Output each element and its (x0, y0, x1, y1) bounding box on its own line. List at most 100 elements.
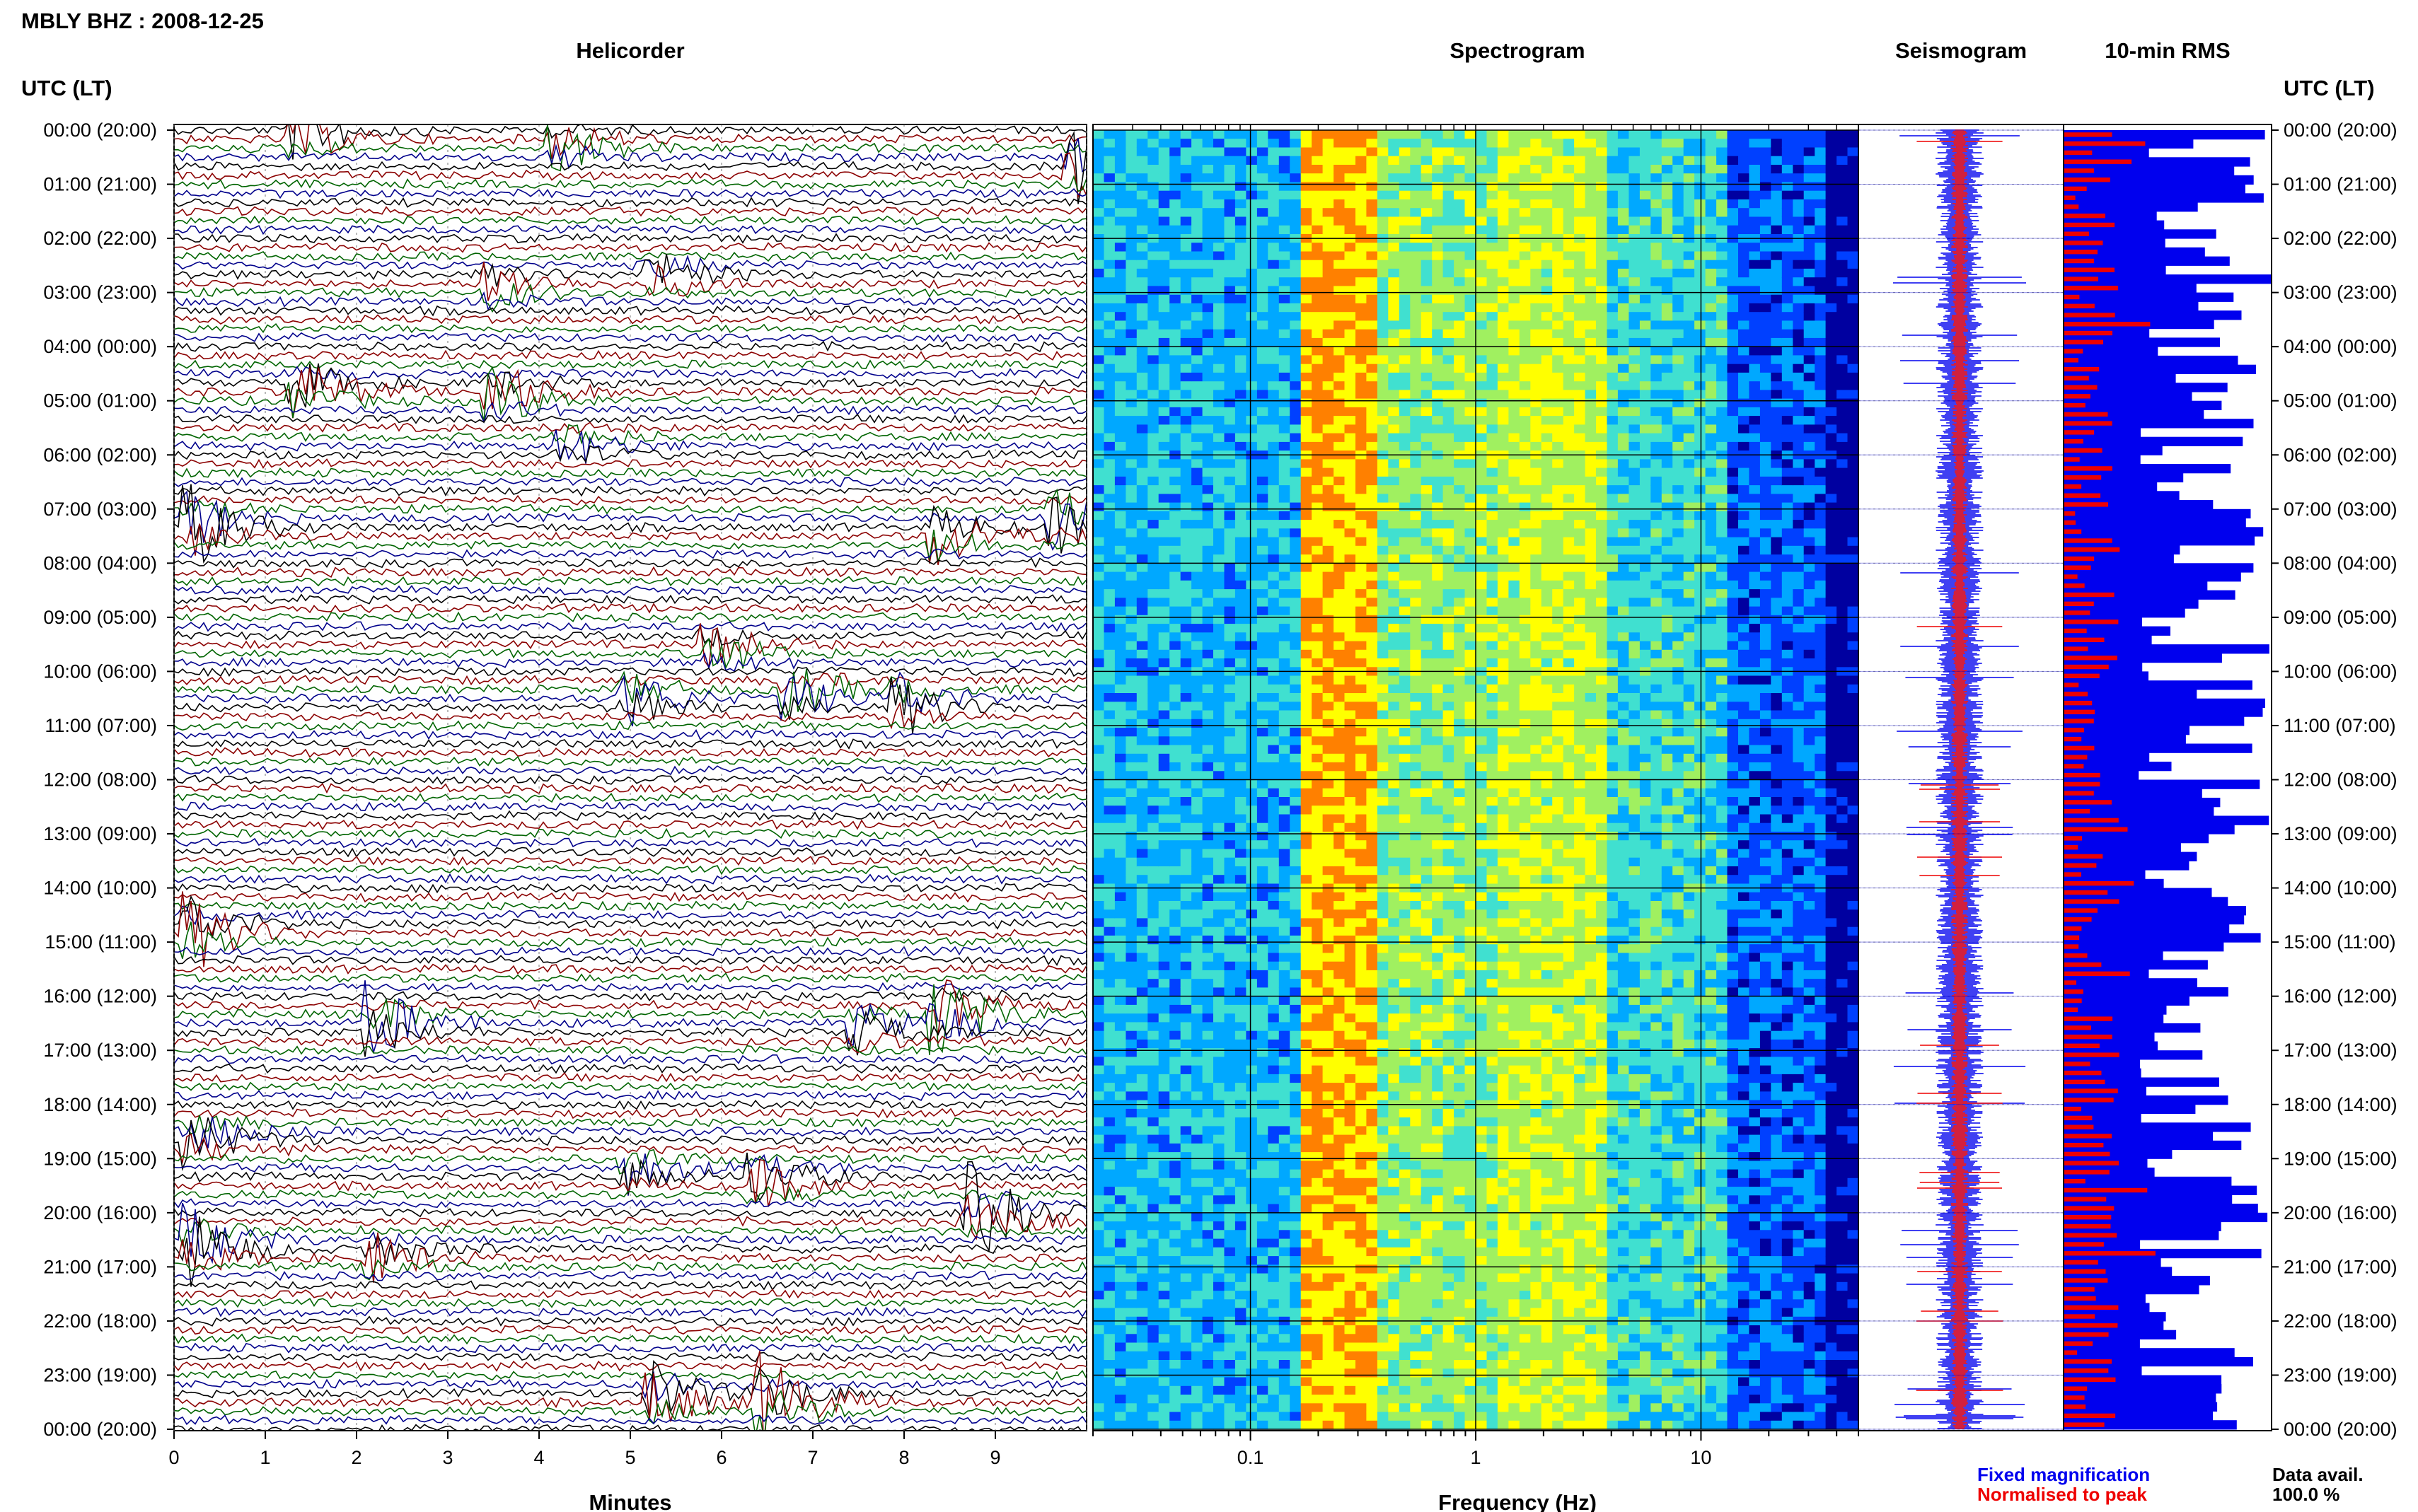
spectrogram-cell (1300, 987, 1312, 997)
spectrogram-cell (1421, 467, 1433, 477)
spectrogram-cell (1290, 337, 1302, 347)
spectrogram-cell (1158, 372, 1170, 382)
spectrogram-cell (1300, 728, 1312, 737)
spectrogram-cell (1246, 441, 1258, 451)
spectrogram-cell (1202, 545, 1214, 555)
spectrogram-cell (1093, 1221, 1105, 1231)
spectrogram-cell (1432, 1057, 1444, 1066)
spectrogram-cell (1180, 199, 1192, 209)
spectrogram-cell (1334, 1325, 1346, 1334)
spectrogram-cell (1202, 1022, 1214, 1032)
spectrogram-cell (1421, 277, 1433, 286)
spectrogram-cell (1158, 1013, 1170, 1023)
spectrogram-cell (1421, 1308, 1433, 1318)
spectrogram-cell (1169, 1412, 1181, 1421)
spectrogram-cell (1114, 1385, 1126, 1395)
spectrogram-cell (1366, 935, 1378, 945)
helicorder-trace (174, 1414, 1087, 1426)
spectrogram-cell (1344, 303, 1356, 313)
spectrogram-cell (1268, 641, 1280, 651)
spectrogram-cell (1114, 1368, 1126, 1378)
spectrogram-cell (1104, 953, 1116, 963)
spectrogram-cell (1191, 598, 1203, 607)
spectrogram-cell (1256, 433, 1268, 443)
spectrogram-cell (1399, 632, 1411, 642)
spectrogram-cell (1410, 563, 1422, 573)
spectrogram-cell (1093, 1291, 1105, 1300)
spectrogram-cell (1169, 840, 1181, 849)
spectrogram-cell (1278, 1013, 1290, 1023)
spectrogram-cell (1388, 710, 1400, 720)
spectrogram-cell (1290, 580, 1302, 590)
spectrogram-cell (1213, 1281, 1225, 1291)
spectrogram-cell (1158, 545, 1170, 555)
spectrogram-cell (1399, 953, 1411, 963)
helicorder-trace (174, 175, 1087, 192)
spectrogram-cell (1104, 416, 1116, 425)
spectrogram-cell (1410, 1403, 1422, 1413)
spectrogram-cell (1126, 1187, 1138, 1196)
spectrogram-cell (1312, 1126, 1324, 1136)
spectrogram-cell (1421, 1273, 1433, 1283)
spectrogram-cell (1224, 1291, 1236, 1300)
spectrogram-cell (1114, 1065, 1126, 1075)
spectrogram-cell (1300, 797, 1312, 806)
spectrogram-cell (1136, 641, 1148, 651)
spectrogram-cell (1202, 771, 1214, 781)
spectrogram-cell (1355, 1195, 1367, 1205)
spectrogram-cell (1278, 1230, 1290, 1240)
spectrogram-cell (1191, 580, 1203, 590)
spectrogram-cell (1344, 190, 1356, 200)
spectrogram-cell (1312, 1152, 1324, 1161)
spectrogram-cell (1256, 156, 1268, 165)
spectrogram-cell (1334, 1247, 1346, 1257)
spectrogram-cell (1234, 901, 1246, 910)
spectrogram-cell (1410, 1091, 1422, 1101)
spectrogram-cell (1399, 840, 1411, 849)
spectrogram-cell (1334, 520, 1346, 529)
spectrogram-cell (1147, 182, 1159, 192)
spectrogram-cell (1256, 424, 1268, 434)
spectrogram-cell (1388, 702, 1400, 711)
spectrogram-cell (1268, 1004, 1280, 1014)
spectrogram-cell (1432, 381, 1444, 390)
spectrogram-cell (1246, 909, 1258, 919)
spectrogram-cell (1322, 251, 1334, 261)
spectrogram-cell (1224, 624, 1236, 633)
spectrogram-cell (1278, 459, 1290, 469)
spectrogram-cell (1256, 1204, 1268, 1214)
spectrogram-cell (1432, 545, 1444, 555)
spectrogram-cell (1432, 139, 1444, 148)
spectrogram-cell (1169, 1360, 1181, 1369)
spectrogram-cell (1246, 1264, 1258, 1274)
spectrogram-cell (1290, 1264, 1302, 1274)
spectrogram-cell (1147, 1221, 1159, 1231)
spectrogram-cell (1322, 935, 1334, 945)
spectrogram-cell (1126, 675, 1138, 685)
spectrogram-cell (1104, 1152, 1116, 1161)
spectrogram-cell (1366, 407, 1378, 417)
spectrogram-cell (1136, 926, 1148, 936)
spectrogram-cell (1234, 935, 1246, 945)
spectrogram-cell (1202, 520, 1214, 529)
spectrogram-cell (1104, 1273, 1116, 1283)
spectrogram-cell (1377, 1403, 1389, 1413)
spectrogram-cell (1410, 537, 1422, 547)
helicorder-trace (174, 1089, 1087, 1101)
spectrogram-cell (1322, 632, 1334, 642)
spectrogram-cell (1224, 1057, 1236, 1066)
spectrogram-cell (1136, 624, 1148, 633)
spectrogram-cell (1300, 771, 1312, 781)
spectrogram-cell (1377, 1187, 1389, 1196)
spectrogram-cell (1126, 467, 1138, 477)
spectrogram-cell (1410, 511, 1422, 521)
spectrogram-cell (1377, 1238, 1389, 1248)
spectrogram-cell (1126, 355, 1138, 365)
spectrogram-cell (1136, 208, 1148, 217)
spectrogram-cell (1366, 216, 1378, 226)
spectrogram-cell (1300, 979, 1312, 988)
spectrogram-cell (1104, 1403, 1116, 1413)
helicorder-trace (174, 652, 1087, 673)
spectrogram-cell (1147, 441, 1159, 451)
spectrogram-cell (1256, 1368, 1268, 1378)
